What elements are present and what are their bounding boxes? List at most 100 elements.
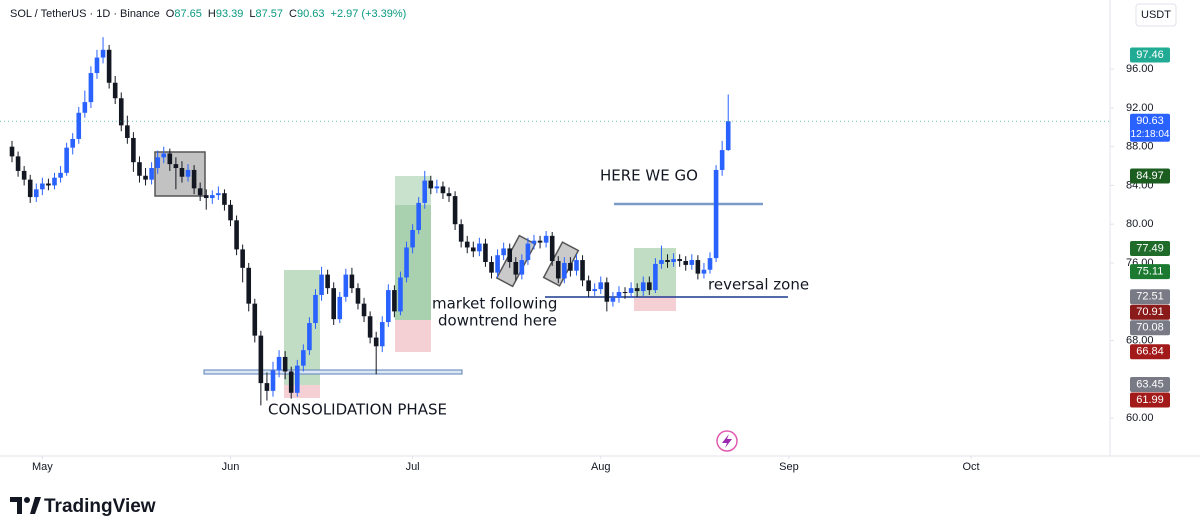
- candle-body: [100, 49, 106, 58]
- candle-body: [507, 248, 513, 262]
- candle-body: [282, 356, 288, 372]
- candle-body: [379, 322, 385, 347]
- candle-body: [15, 156, 21, 171]
- y-tick-label: 92.00: [1126, 102, 1154, 114]
- candle-body: [580, 260, 585, 281]
- candle-body: [40, 183, 45, 190]
- candle-body: [203, 195, 209, 199]
- ohlc-key: L: [249, 8, 255, 20]
- candle-body: [367, 316, 373, 338]
- candle-body: [725, 121, 731, 151]
- x-tick-label: Aug: [591, 461, 611, 473]
- candle-body: [270, 370, 276, 391]
- candle-body: [562, 262, 567, 279]
- price-badge: [1130, 241, 1170, 257]
- brand-logo: [10, 497, 41, 514]
- candle-body: [355, 288, 361, 304]
- x-tick-label: Sep: [779, 461, 799, 473]
- price-badge-label: 61.99: [1136, 394, 1164, 406]
- candle-body: [21, 170, 27, 180]
- y-tick-label: 96.00: [1126, 63, 1154, 75]
- candle-body: [76, 112, 82, 139]
- price-badge-label: 90.63: [1136, 115, 1164, 127]
- candle-body: [525, 243, 531, 261]
- price-badge-label: 70.08: [1136, 322, 1164, 334]
- ohlc-value: 90.63: [297, 8, 325, 20]
- candle-body: [9, 146, 15, 157]
- target-zone: [284, 270, 320, 385]
- candle-body: [307, 323, 312, 351]
- candle-body: [325, 274, 330, 289]
- candle-body: [713, 169, 719, 259]
- candle-body: [234, 220, 239, 250]
- candle-body: [240, 249, 245, 268]
- annotation: reversal zone: [708, 276, 809, 294]
- candles: [9, 37, 731, 406]
- price-badge-label: 75.11: [1137, 265, 1164, 277]
- candle-body: [167, 153, 173, 165]
- price-badge: [1130, 320, 1170, 336]
- candle-body: [513, 261, 519, 275]
- candle-body: [331, 288, 336, 320]
- price-badge-label: 97.46: [1136, 49, 1164, 61]
- candle-body: [574, 260, 579, 271]
- ohlc-value: 93.39: [216, 8, 244, 20]
- candle-body: [543, 235, 549, 243]
- candle-body: [671, 259, 676, 262]
- candle-body: [519, 260, 525, 275]
- candle-body: [222, 193, 227, 205]
- ohlc-key: H: [208, 8, 216, 20]
- candle-body: [288, 371, 294, 393]
- candle-body: [489, 261, 494, 273]
- candle-body: [477, 243, 482, 252]
- candle-body: [106, 49, 112, 83]
- candle-body: [616, 292, 622, 298]
- header: SOL / TetherUS · 1D · Binance O87.65 H93.3…: [10, 8, 406, 20]
- annotation: market following: [432, 295, 557, 313]
- candle-body: [416, 202, 421, 231]
- price-badge-label: 66.84: [1136, 346, 1164, 358]
- countdown: 12:18:04: [1131, 129, 1170, 140]
- candle-body: [689, 260, 695, 265]
- candle-body: [143, 175, 148, 180]
- candle-body: [410, 230, 415, 248]
- price-badge: [1130, 113, 1170, 142]
- candle-body: [343, 274, 349, 297]
- candle-body: [197, 188, 203, 196]
- price-badge-label: 70.91: [1136, 306, 1164, 318]
- candle-body: [70, 138, 76, 148]
- stop-zone: [634, 296, 676, 311]
- candle-body: [640, 282, 646, 292]
- ohlc-key: O: [166, 8, 175, 20]
- ohlc-value: 87.57: [256, 8, 284, 20]
- candle-body: [33, 189, 39, 198]
- logo-mark: [10, 497, 22, 514]
- candle-body: [428, 180, 434, 189]
- candle-body: [137, 162, 142, 176]
- logo-mark: [30, 497, 41, 514]
- candle-body: [386, 290, 391, 323]
- candle-body: [319, 274, 324, 295]
- candle-body: [131, 137, 136, 163]
- currency-box[interactable]: [1135, 3, 1177, 27]
- y-tick-label: 60.00: [1126, 412, 1154, 424]
- ohlc-key: C: [289, 8, 297, 20]
- candle-body: [470, 247, 476, 252]
- price-badge-label: 72.51: [1136, 291, 1164, 303]
- candle-body: [695, 260, 701, 274]
- x-tick-label: Jul: [406, 461, 420, 473]
- candle-body: [531, 240, 537, 244]
- candle-body: [495, 255, 500, 273]
- change: +2.97 (+3.39%): [331, 8, 407, 20]
- candle-body: [27, 179, 33, 198]
- candle-body: [647, 282, 652, 291]
- price-badge-label: 77.49: [1136, 242, 1164, 254]
- candle-body: [210, 195, 215, 199]
- candle-body: [501, 248, 506, 256]
- candle-body: [404, 247, 409, 278]
- candle-body: [125, 125, 130, 138]
- price-badge-label: 63.45: [1136, 378, 1164, 390]
- candle-body: [337, 296, 343, 320]
- x-tick-label: Jun: [222, 461, 240, 473]
- candle-body: [301, 350, 306, 366]
